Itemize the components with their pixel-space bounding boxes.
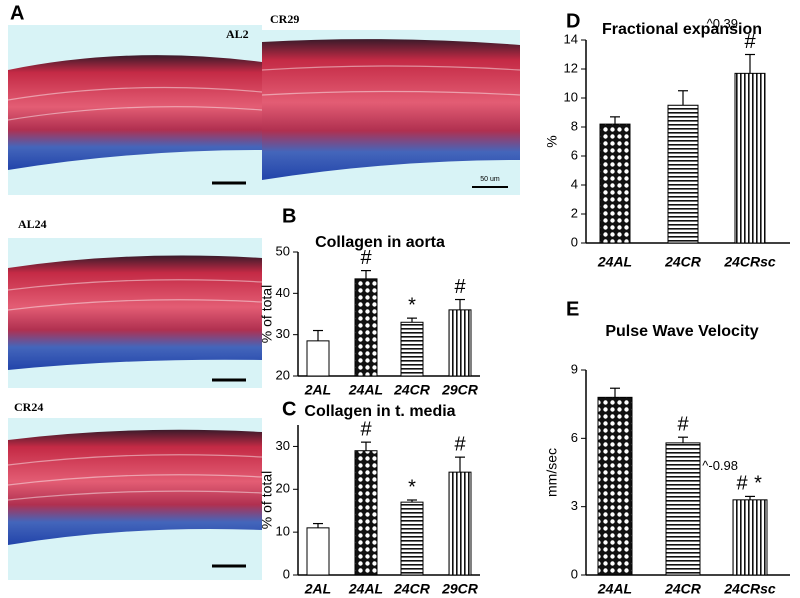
tissue xyxy=(8,429,262,545)
annotation: # xyxy=(454,433,466,455)
x-tick-label: 24CRsc xyxy=(723,581,776,597)
annotation: # xyxy=(677,413,689,435)
y-tick-label: 20 xyxy=(276,481,290,496)
y-axis-label: % xyxy=(544,135,560,147)
x-tick-label: 24CR xyxy=(664,254,702,270)
image-label: CR29 xyxy=(270,12,299,26)
chart-title: Pulse Wave Velocity xyxy=(605,323,758,340)
y-tick-label: 10 xyxy=(564,89,578,104)
y-tick-label: 0 xyxy=(571,234,578,249)
x-tick-label: 2AL xyxy=(304,382,331,398)
annotation: # xyxy=(360,247,372,269)
y-tick-label: 14 xyxy=(564,31,578,46)
bar xyxy=(667,104,699,244)
image-label: AL2 xyxy=(226,27,249,41)
y-tick-label: 3 xyxy=(571,498,578,513)
y-tick-label: 2 xyxy=(571,205,578,220)
y-tick-label: 9 xyxy=(571,361,578,376)
panel-label: C xyxy=(282,398,296,420)
x-tick-label: 24CR xyxy=(393,382,431,398)
y-tick-label: 20 xyxy=(276,367,290,382)
y-axis-label: % of total xyxy=(259,285,275,343)
image-label: AL24 xyxy=(18,217,47,231)
panel-label: E xyxy=(566,298,579,320)
panel-label: B xyxy=(282,205,296,227)
x-tick-label: 24CR xyxy=(393,581,431,597)
y-tick-label: 12 xyxy=(564,60,578,75)
scale-label: 50 um xyxy=(480,176,500,183)
bar xyxy=(734,72,766,244)
y-tick-label: 6 xyxy=(571,147,578,162)
x-tick-label: 24AL xyxy=(597,254,632,270)
annotation: ^0.39 xyxy=(707,16,738,31)
chart-title: Collagen in aorta xyxy=(315,234,445,251)
x-tick-label: 24CRsc xyxy=(723,254,776,270)
annotation: ^-0.98 xyxy=(702,458,738,473)
annotation: * xyxy=(408,294,416,316)
y-tick-label: 10 xyxy=(276,524,290,539)
y-axis-label: % of total xyxy=(259,471,275,529)
chart-title: Fractional expansion xyxy=(602,21,762,38)
y-tick-label: 4 xyxy=(571,176,578,191)
y-tick-label: 30 xyxy=(276,438,290,453)
y-tick-label: 8 xyxy=(571,118,578,133)
annotation: * xyxy=(754,473,762,495)
panel-label: A xyxy=(10,2,24,24)
x-tick-label: 2AL xyxy=(304,581,331,597)
x-tick-label: 29CR xyxy=(441,382,479,398)
histology-images: AL2 CR29 AL24 CR24 50 um xyxy=(7,12,521,580)
annotation: # xyxy=(360,418,372,440)
chart-title: Collagen in t. media xyxy=(304,403,455,420)
annotation: # xyxy=(454,276,466,298)
y-tick-label: 50 xyxy=(276,243,290,258)
bar xyxy=(597,396,633,576)
x-tick-label: 24AL xyxy=(597,581,632,597)
y-tick-label: 0 xyxy=(283,566,290,581)
x-tick-label: 24CR xyxy=(664,581,702,597)
bar xyxy=(354,278,378,377)
annotation: # xyxy=(736,473,748,495)
tissue xyxy=(8,55,262,170)
y-tick-label: 0 xyxy=(571,566,578,581)
bar xyxy=(400,501,424,576)
x-tick-label: 29CR xyxy=(441,581,479,597)
bar xyxy=(448,309,472,377)
bar xyxy=(400,321,424,377)
x-tick-label: 24AL xyxy=(348,581,383,597)
annotation: # xyxy=(744,31,756,53)
bar xyxy=(732,499,768,576)
y-axis-label: mm/sec xyxy=(544,448,560,497)
bar xyxy=(665,442,701,576)
y-tick-label: 30 xyxy=(276,326,290,341)
bar xyxy=(448,471,472,576)
tissue xyxy=(8,255,262,370)
bar xyxy=(354,450,378,576)
image-label: CR24 xyxy=(14,400,43,414)
tissue xyxy=(262,39,520,180)
bar xyxy=(599,123,631,244)
y-tick-label: 6 xyxy=(571,430,578,445)
y-tick-label: 40 xyxy=(276,285,290,300)
panel-label: D xyxy=(566,10,580,32)
annotation: * xyxy=(408,476,416,498)
x-tick-label: 24AL xyxy=(348,382,383,398)
bar xyxy=(306,340,330,377)
bar xyxy=(306,527,330,576)
